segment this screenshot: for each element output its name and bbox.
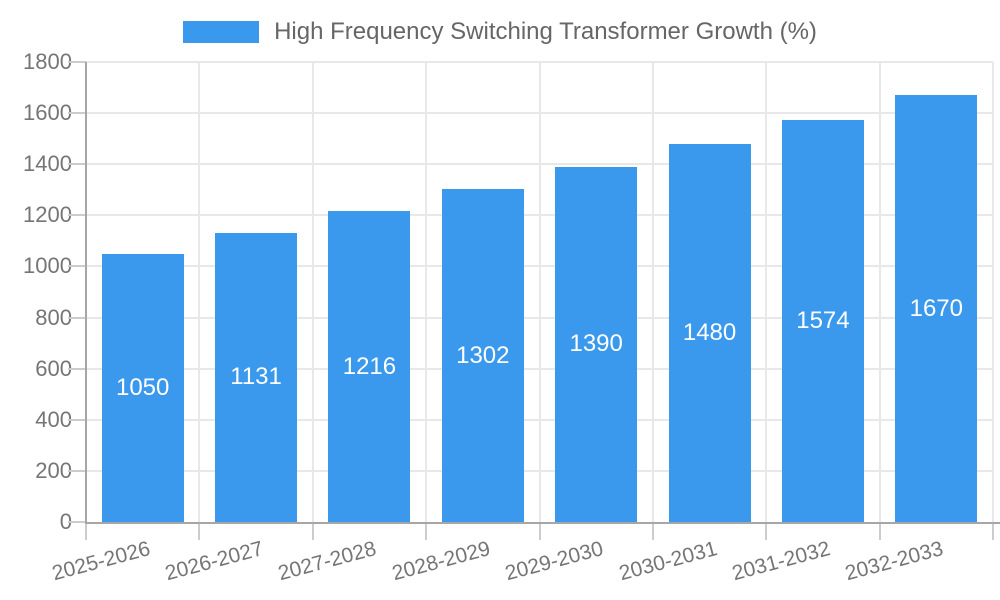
bar-value-label: 1670 [909,294,963,322]
x-axis-line [85,522,1000,524]
y-axis-tick [68,521,86,523]
x-gridline [311,62,314,522]
bar-value-label: 1574 [796,306,850,334]
y-axis-tick-label: 600 [35,355,72,381]
x-axis-tick [311,523,314,540]
bar-value-label: 1480 [682,318,737,346]
y-axis-tick-label: 1400 [23,151,72,177]
legend-label: High Frequency Switching Transformer Gro… [274,18,817,45]
y-axis-tick-label: 1200 [23,202,72,228]
x-axis-tick [651,523,654,540]
y-axis-tick-label: 1600 [23,100,72,126]
x-axis-tick [765,523,768,540]
bar-value-label: 1131 [230,363,282,391]
y-axis-line [85,62,87,524]
bar-value-label: 1390 [569,330,623,358]
x-gridline [538,62,541,522]
x-axis-tick [425,523,428,540]
y-axis-tick [68,418,86,421]
bar-value-label: 1050 [115,373,170,401]
bar-2027-2028: 1216 [328,211,411,522]
y-axis-tick [68,367,86,370]
bar-value-label: 1302 [456,341,510,369]
bar-2028-2029: 1302 [441,189,524,522]
x-axis-tick [992,523,994,540]
y-axis-tick [68,112,86,115]
x-gridline [878,62,881,522]
y-axis-tick-label: 800 [35,304,72,330]
y-axis-tick [68,316,86,319]
x-gridline [425,62,428,522]
y-axis-tick-label: 200 [35,457,72,483]
bar-2031-2032: 1574 [781,119,864,522]
bar-2029-2030: 1390 [555,166,638,522]
y-axis-tick [68,163,86,166]
y-axis-tick-label: 0 [59,509,72,534]
y-axis-tick-label: 400 [35,406,72,432]
bar-2025-2026: 1050 [101,253,184,522]
y-axis-tick-label: 1000 [23,253,72,279]
x-gridline [992,62,994,522]
legend-item[interactable]: High Frequency Switching Transformer Gro… [0,15,1000,49]
y-axis-tick [68,214,86,217]
y-axis-tick [68,265,86,268]
x-axis-tick [538,523,541,540]
x-gridline [198,62,201,522]
x-axis-tick [85,523,87,540]
bar-2032-2033: 1670 [895,95,978,522]
bar-value-label: 1216 [342,352,397,380]
legend-swatch [183,21,260,43]
y-axis-tick-label: 1800 [23,49,72,74]
x-axis-tick [878,523,881,540]
y-axis-tick [68,469,86,472]
y-axis-tick [68,61,86,63]
x-gridline [651,62,654,522]
x-axis-tick [198,523,201,540]
bar-2026-2027: 1131 [215,232,298,522]
bar-2030-2031: 1480 [668,143,751,522]
x-gridline [765,62,768,522]
